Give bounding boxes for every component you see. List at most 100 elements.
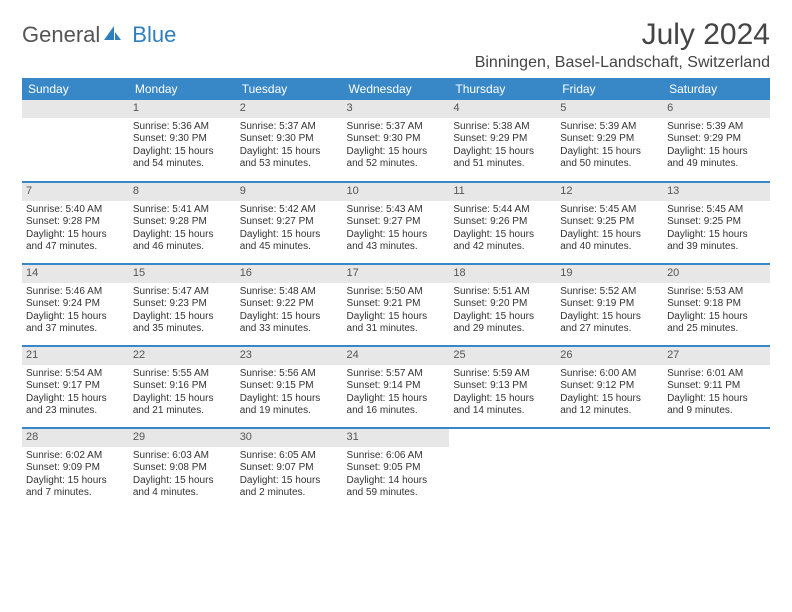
calendar-day-cell: 14Sunrise: 5:46 AMSunset: 9:24 PMDayligh… bbox=[22, 264, 129, 346]
calendar-day-cell: 26Sunrise: 6:00 AMSunset: 9:12 PMDayligh… bbox=[556, 346, 663, 428]
day-number: 18 bbox=[449, 265, 556, 283]
daylight-text: and 45 minutes. bbox=[240, 241, 339, 254]
day-number: 5 bbox=[556, 100, 663, 118]
calendar-day-cell: . bbox=[556, 428, 663, 510]
calendar-day-cell: 17Sunrise: 5:50 AMSunset: 9:21 PMDayligh… bbox=[343, 264, 450, 346]
calendar-week-row: 7Sunrise: 5:40 AMSunset: 9:28 PMDaylight… bbox=[22, 182, 770, 264]
daylight-text: and 51 minutes. bbox=[453, 158, 552, 171]
daylight-text: and 7 minutes. bbox=[26, 487, 125, 500]
sunrise-text: Sunrise: 5:37 AM bbox=[347, 121, 446, 134]
calendar-day-cell: 31Sunrise: 6:06 AMSunset: 9:05 PMDayligh… bbox=[343, 428, 450, 510]
daylight-text: and 19 minutes. bbox=[240, 405, 339, 418]
daylight-text: Daylight: 15 hours bbox=[453, 311, 552, 324]
sunset-text: Sunset: 9:27 PM bbox=[240, 216, 339, 229]
daylight-text: Daylight: 15 hours bbox=[240, 229, 339, 242]
day-number: 25 bbox=[449, 347, 556, 365]
sunset-text: Sunset: 9:21 PM bbox=[347, 298, 446, 311]
daylight-text: Daylight: 15 hours bbox=[133, 475, 232, 488]
weekday-header: Wednesday bbox=[343, 78, 450, 100]
weekday-header: Monday bbox=[129, 78, 236, 100]
sunrise-text: Sunrise: 5:52 AM bbox=[560, 286, 659, 299]
sunset-text: Sunset: 9:27 PM bbox=[347, 216, 446, 229]
daylight-text: and 39 minutes. bbox=[667, 241, 766, 254]
calendar-body: . 1Sunrise: 5:36 AMSunset: 9:30 PMDayligh… bbox=[22, 100, 770, 510]
sunrise-text: Sunrise: 5:43 AM bbox=[347, 204, 446, 217]
calendar-day-cell: 11Sunrise: 5:44 AMSunset: 9:26 PMDayligh… bbox=[449, 182, 556, 264]
sunset-text: Sunset: 9:18 PM bbox=[667, 298, 766, 311]
sunset-text: Sunset: 9:30 PM bbox=[347, 133, 446, 146]
daylight-text: and 43 minutes. bbox=[347, 241, 446, 254]
calendar-day-cell: 15Sunrise: 5:47 AMSunset: 9:23 PMDayligh… bbox=[129, 264, 236, 346]
daylight-text: Daylight: 15 hours bbox=[133, 311, 232, 324]
sunset-text: Sunset: 9:30 PM bbox=[240, 133, 339, 146]
daylight-text: and 27 minutes. bbox=[560, 323, 659, 336]
sunrise-text: Sunrise: 5:36 AM bbox=[133, 121, 232, 134]
weekday-header: Friday bbox=[556, 78, 663, 100]
sunset-text: Sunset: 9:22 PM bbox=[240, 298, 339, 311]
sunset-text: Sunset: 9:16 PM bbox=[133, 380, 232, 393]
calendar-day-cell: 21Sunrise: 5:54 AMSunset: 9:17 PMDayligh… bbox=[22, 346, 129, 428]
daylight-text: and 50 minutes. bbox=[560, 158, 659, 171]
day-number: 19 bbox=[556, 265, 663, 283]
day-number: 13 bbox=[663, 183, 770, 201]
daylight-text: and 16 minutes. bbox=[347, 405, 446, 418]
sunset-text: Sunset: 9:15 PM bbox=[240, 380, 339, 393]
sunset-text: Sunset: 9:07 PM bbox=[240, 462, 339, 475]
day-number: 8 bbox=[129, 183, 236, 201]
sunrise-text: Sunrise: 6:01 AM bbox=[667, 368, 766, 381]
sunrise-text: Sunrise: 5:37 AM bbox=[240, 121, 339, 134]
daylight-text: Daylight: 15 hours bbox=[240, 393, 339, 406]
daylight-text: and 2 minutes. bbox=[240, 487, 339, 500]
daylight-text: Daylight: 15 hours bbox=[453, 393, 552, 406]
daylight-text: Daylight: 15 hours bbox=[667, 311, 766, 324]
sunrise-text: Sunrise: 5:47 AM bbox=[133, 286, 232, 299]
calendar-day-cell: 1Sunrise: 5:36 AMSunset: 9:30 PMDaylight… bbox=[129, 100, 236, 182]
daylight-text: and 59 minutes. bbox=[347, 487, 446, 500]
day-number: 14 bbox=[22, 265, 129, 283]
daylight-text: Daylight: 15 hours bbox=[133, 393, 232, 406]
daylight-text: Daylight: 15 hours bbox=[347, 146, 446, 159]
sunset-text: Sunset: 9:13 PM bbox=[453, 380, 552, 393]
sunrise-text: Sunrise: 5:39 AM bbox=[560, 121, 659, 134]
sunrise-text: Sunrise: 5:42 AM bbox=[240, 204, 339, 217]
sunrise-text: Sunrise: 5:57 AM bbox=[347, 368, 446, 381]
sunrise-text: Sunrise: 5:55 AM bbox=[133, 368, 232, 381]
calendar-day-cell: 7Sunrise: 5:40 AMSunset: 9:28 PMDaylight… bbox=[22, 182, 129, 264]
daylight-text: Daylight: 15 hours bbox=[26, 311, 125, 324]
calendar-day-cell: . bbox=[663, 428, 770, 510]
day-number: 6 bbox=[663, 100, 770, 118]
daylight-text: Daylight: 15 hours bbox=[560, 146, 659, 159]
sunset-text: Sunset: 9:30 PM bbox=[133, 133, 232, 146]
daylight-text: and 52 minutes. bbox=[347, 158, 446, 171]
daylight-text: and 53 minutes. bbox=[240, 158, 339, 171]
weekday-header: Thursday bbox=[449, 78, 556, 100]
daylight-text: Daylight: 15 hours bbox=[453, 146, 552, 159]
daylight-text: Daylight: 15 hours bbox=[347, 229, 446, 242]
calendar-day-cell: 16Sunrise: 5:48 AMSunset: 9:22 PMDayligh… bbox=[236, 264, 343, 346]
weekday-header-row: Sunday Monday Tuesday Wednesday Thursday… bbox=[22, 78, 770, 100]
day-number: 15 bbox=[129, 265, 236, 283]
daylight-text: and 9 minutes. bbox=[667, 405, 766, 418]
day-number: 24 bbox=[343, 347, 450, 365]
daylight-text: Daylight: 15 hours bbox=[560, 311, 659, 324]
sunset-text: Sunset: 9:29 PM bbox=[560, 133, 659, 146]
sunset-text: Sunset: 9:12 PM bbox=[560, 380, 659, 393]
calendar-day-cell: 2Sunrise: 5:37 AMSunset: 9:30 PMDaylight… bbox=[236, 100, 343, 182]
header: General Blue July 2024 Binningen, Basel-… bbox=[22, 18, 770, 72]
daylight-text: Daylight: 15 hours bbox=[667, 146, 766, 159]
location: Binningen, Basel-Landschaft, Switzerland bbox=[475, 54, 770, 72]
sunrise-text: Sunrise: 5:56 AM bbox=[240, 368, 339, 381]
sunset-text: Sunset: 9:11 PM bbox=[667, 380, 766, 393]
calendar-day-cell: 13Sunrise: 5:45 AMSunset: 9:25 PMDayligh… bbox=[663, 182, 770, 264]
sunset-text: Sunset: 9:08 PM bbox=[133, 462, 232, 475]
sunrise-text: Sunrise: 5:54 AM bbox=[26, 368, 125, 381]
calendar-day-cell: 27Sunrise: 6:01 AMSunset: 9:11 PMDayligh… bbox=[663, 346, 770, 428]
day-number: 3 bbox=[343, 100, 450, 118]
sunrise-text: Sunrise: 6:03 AM bbox=[133, 450, 232, 463]
daylight-text: Daylight: 15 hours bbox=[347, 393, 446, 406]
daylight-text: and 40 minutes. bbox=[560, 241, 659, 254]
day-number: 11 bbox=[449, 183, 556, 201]
weekday-header: Sunday bbox=[22, 78, 129, 100]
logo-text-1: General bbox=[22, 22, 100, 48]
daylight-text: and 54 minutes. bbox=[133, 158, 232, 171]
